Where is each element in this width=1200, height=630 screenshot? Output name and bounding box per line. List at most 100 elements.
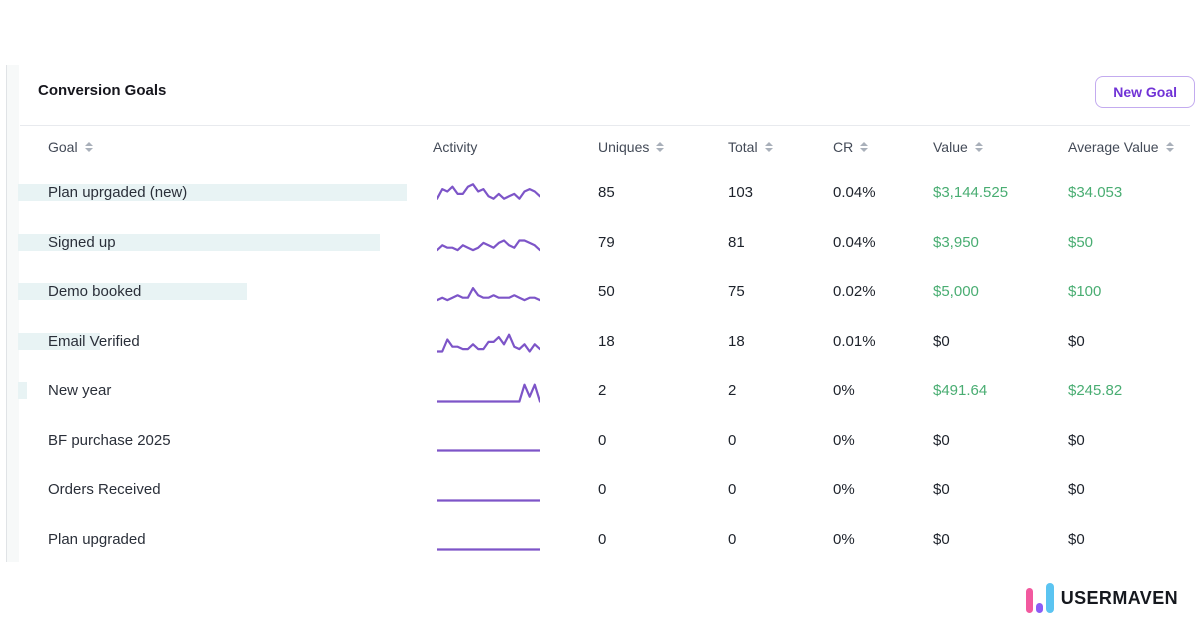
- sort-icon[interactable]: [764, 142, 773, 152]
- goal-name: Email Verified: [48, 332, 140, 350]
- table-header-row: Goal Activity Uniques Total CR Value Ave…: [20, 125, 1190, 168]
- column-header-label: Goal: [48, 139, 78, 155]
- cr-value: 0.01%: [833, 332, 876, 350]
- table-row[interactable]: BF purchase 2025 0 0 0% $0 $0: [20, 416, 1190, 466]
- value-cell: $5,000: [933, 283, 979, 301]
- cr-value: 0%: [833, 530, 855, 548]
- uniques-value: 50: [598, 283, 615, 301]
- goal-name: Plan upgraded: [48, 530, 146, 548]
- uniques-value: 85: [598, 184, 615, 202]
- goal-activity-bar: [18, 233, 380, 251]
- usermaven-logo: USERMAVEN: [1025, 583, 1178, 613]
- column-header-label: Uniques: [598, 139, 650, 155]
- column-header-label: Activity: [433, 139, 478, 155]
- table-body: Plan uprgaded (new) 85 103 0.04% $3,144.…: [18, 168, 1190, 565]
- value-cell: $491.64: [933, 382, 988, 400]
- average-value-cell: $50: [1068, 233, 1094, 251]
- usermaven-logo-icon: [1025, 583, 1054, 613]
- activity-sparkline: [437, 449, 540, 452]
- total-value: 75: [728, 283, 745, 301]
- value-cell: $0: [933, 481, 950, 499]
- uniques-value: 79: [598, 233, 615, 251]
- table-row[interactable]: Orders Received 0 0 0% $0 $0: [20, 465, 1190, 515]
- column-header[interactable]: Activity: [420, 139, 585, 155]
- total-value: 0: [728, 481, 737, 499]
- column-header[interactable]: Uniques: [585, 139, 715, 155]
- logo-bar-pink: [1025, 588, 1033, 613]
- page-title: Conversion Goals: [38, 82, 167, 99]
- sort-icon[interactable]: [84, 142, 93, 152]
- activity-sparkline: [437, 499, 540, 502]
- total-value: 2: [728, 382, 737, 400]
- table-row[interactable]: Demo booked 50 75 0.02% $5,000 $100: [18, 267, 1190, 317]
- goal-activity-bar: [18, 184, 407, 202]
- average-value-cell: $0: [1068, 481, 1085, 499]
- value-cell: $0: [933, 530, 950, 548]
- total-value: 0: [728, 431, 737, 449]
- column-header-label: Value: [933, 139, 968, 155]
- cr-value: 0.04%: [833, 233, 876, 251]
- sort-icon[interactable]: [656, 142, 665, 152]
- total-value: 0: [728, 530, 737, 548]
- table-row[interactable]: Plan uprgaded (new) 85 103 0.04% $3,144.…: [18, 168, 1190, 218]
- column-header[interactable]: CR: [820, 139, 920, 155]
- cr-value: 0.04%: [833, 184, 876, 202]
- uniques-value: 2: [598, 382, 607, 400]
- average-value-cell: $34.053: [1068, 184, 1123, 202]
- left-panel-edge: [6, 65, 19, 562]
- logo-bar-purple: [1035, 603, 1043, 613]
- usermaven-logo-text: USERMAVEN: [1060, 587, 1178, 608]
- average-value-cell: $0: [1068, 530, 1085, 548]
- sort-icon[interactable]: [974, 142, 983, 152]
- activity-sparkline: [437, 383, 540, 403]
- total-value: 103: [728, 184, 754, 202]
- total-value: 18: [728, 332, 745, 350]
- average-value-cell: $0: [1068, 431, 1085, 449]
- average-value-cell: $245.82: [1068, 382, 1123, 400]
- goal-activity-bar: [18, 382, 27, 400]
- table-row[interactable]: New year 2 2 0% $491.64 $245.82: [18, 366, 1190, 416]
- cr-value: 0%: [833, 382, 855, 400]
- goal-name: New year: [48, 382, 112, 400]
- column-header[interactable]: Value: [920, 139, 1055, 155]
- goal-name: Signed up: [48, 233, 116, 251]
- goal-activity-bar: [18, 283, 247, 301]
- goal-name: Orders Received: [48, 481, 161, 499]
- cr-value: 0.02%: [833, 283, 876, 301]
- activity-sparkline: [437, 333, 540, 353]
- sort-icon[interactable]: [860, 142, 869, 152]
- uniques-value: 0: [598, 530, 607, 548]
- new-goal-button[interactable]: New Goal: [1095, 76, 1195, 108]
- column-header-label: Average Value: [1068, 139, 1159, 155]
- goal-name: Plan uprgaded (new): [48, 184, 188, 202]
- average-value-cell: $0: [1068, 332, 1085, 350]
- value-cell: $0: [933, 431, 950, 449]
- value-cell: $3,144.525: [933, 184, 1009, 202]
- logo-bar-blue: [1045, 583, 1054, 613]
- goal-name: Demo booked: [48, 283, 142, 301]
- table-row[interactable]: Plan upgraded 0 0 0% $0 $0: [20, 515, 1190, 565]
- activity-sparkline: [437, 286, 540, 301]
- activity-sparkline: [437, 182, 540, 200]
- column-header[interactable]: Goal: [20, 139, 420, 155]
- column-header-label: CR: [833, 139, 854, 155]
- table-row[interactable]: Signed up 79 81 0.04% $3,950 $50: [18, 218, 1190, 268]
- column-header[interactable]: Average Value: [1055, 139, 1190, 155]
- total-value: 81: [728, 233, 745, 251]
- column-header[interactable]: Total: [715, 139, 820, 155]
- table-row[interactable]: Email Verified 18 18 0.01% $0 $0: [18, 317, 1190, 367]
- sort-icon[interactable]: [1165, 142, 1174, 152]
- activity-sparkline: [437, 239, 540, 252]
- uniques-value: 0: [598, 481, 607, 499]
- value-cell: $0: [933, 332, 950, 350]
- uniques-value: 18: [598, 332, 615, 350]
- uniques-value: 0: [598, 431, 607, 449]
- average-value-cell: $100: [1068, 283, 1102, 301]
- goal-name: BF purchase 2025: [48, 431, 171, 449]
- cr-value: 0%: [833, 481, 855, 499]
- cr-value: 0%: [833, 431, 855, 449]
- column-header-label: Total: [728, 139, 758, 155]
- goal-activity-bar: [18, 332, 100, 350]
- value-cell: $3,950: [933, 233, 979, 251]
